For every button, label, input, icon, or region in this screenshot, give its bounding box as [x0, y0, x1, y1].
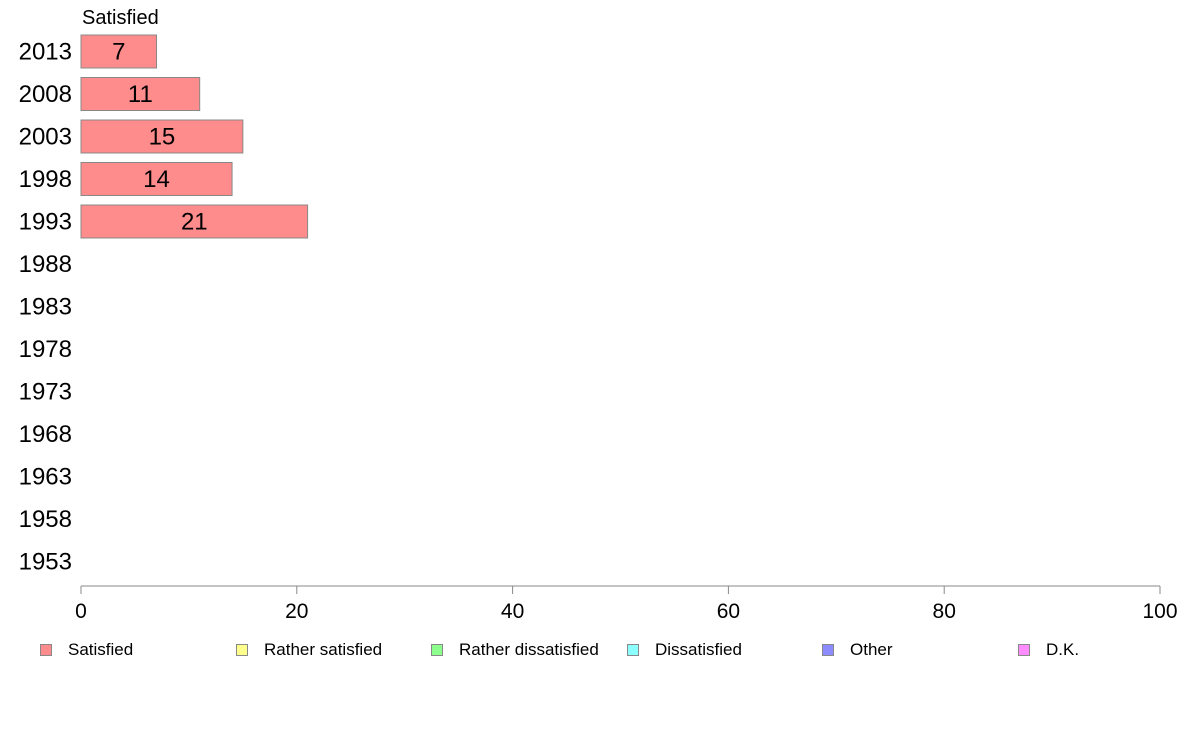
- legend-swatch: [1018, 644, 1030, 656]
- bar-label-2013: 7: [112, 39, 125, 66]
- category-label-1968: 1968: [19, 421, 72, 448]
- category-label-1998: 1998: [19, 166, 72, 193]
- legend-swatch: [40, 644, 52, 656]
- bar-2008: [80, 77, 201, 111]
- bar-label-2008: 11: [128, 81, 153, 108]
- bar-chart: 0 20 40 60 80 100 2013 7 2008 11 2003 15 1998 14 1993 2…: [19, 34, 1178, 623]
- category-label-1973: 1973: [19, 379, 72, 406]
- x-tick-label-40: 40: [501, 600, 524, 623]
- legend-item-other: Other: [822, 638, 893, 662]
- bar-2003: [80, 119, 244, 154]
- category-label-1958: 1958: [19, 506, 72, 533]
- category-label-1953: 1953: [19, 549, 72, 576]
- legend-swatch: [431, 644, 443, 656]
- bar-1998: [80, 162, 233, 196]
- legend-label: Dissatisfied: [655, 640, 742, 659]
- bar-label-1998: 14: [143, 166, 170, 193]
- category-label-2013: 2013: [19, 39, 72, 66]
- x-tick-label-0: 0: [75, 600, 87, 623]
- x-tick-label-100: 100: [1142, 600, 1177, 623]
- legend-label: Rather dissatisfied: [459, 640, 599, 659]
- legend-item-d-k: D.K.: [1018, 638, 1079, 662]
- legend-swatch: [236, 644, 248, 656]
- category-label-2008: 2008: [19, 81, 72, 108]
- x-tick-label-80: 80: [933, 600, 956, 623]
- legend-label: Satisfied: [68, 640, 134, 659]
- bar-label-1993: 21: [181, 209, 208, 236]
- legend-label: D.K.: [1046, 640, 1080, 659]
- x-tick-label-20: 20: [285, 600, 308, 623]
- category-label-1993: 1993: [19, 209, 72, 236]
- category-label-2003: 2003: [19, 124, 72, 151]
- category-label-1978: 1978: [19, 336, 72, 363]
- category-label-1963: 1963: [19, 464, 72, 491]
- legend: Satisfied Rather satisfied Rather dissatis…: [0, 638, 1188, 662]
- legend-label: Rather satisfied: [264, 640, 383, 659]
- category-label-1983: 1983: [19, 294, 72, 321]
- bar-label-2003: 15: [149, 124, 176, 151]
- legend-swatch: [627, 644, 639, 656]
- legend-item-rather-satisfied: Rather satisfied: [236, 638, 382, 662]
- legend-item-dissatisfied: Dissatisfied: [627, 638, 742, 662]
- x-tick-label-60: 60: [717, 600, 740, 623]
- bar-2013: [80, 34, 158, 69]
- legend-swatch: [822, 644, 834, 656]
- legend-item-satisfied: Satisfied: [40, 638, 133, 662]
- legend-label: Other: [850, 640, 893, 659]
- series-title: Satisfied: [82, 7, 159, 29]
- category-label-1988: 1988: [19, 251, 72, 278]
- legend-item-rather-dissatisfied: Rather dissatisfied: [431, 638, 599, 662]
- bar-1993: [80, 204, 309, 239]
